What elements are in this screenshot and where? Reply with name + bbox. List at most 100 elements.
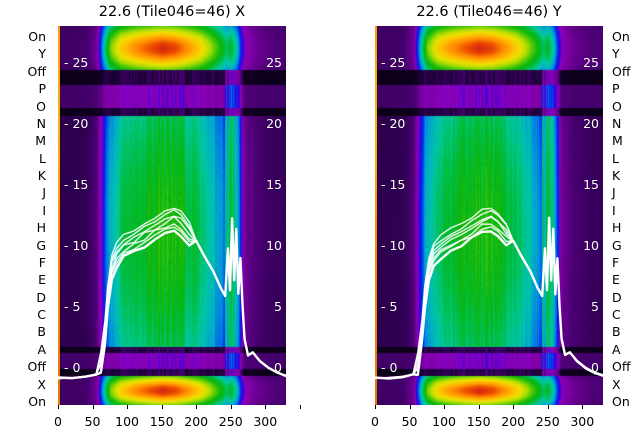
y-category-label: L bbox=[612, 150, 619, 166]
y-category-label: F bbox=[612, 254, 620, 270]
plot-left-edge-stripe bbox=[375, 26, 377, 405]
y-category-label: J bbox=[612, 185, 616, 201]
y-category-label: D bbox=[612, 289, 622, 305]
y-tick-label-inner-right: 15 bbox=[583, 176, 599, 192]
heatmap-panel-y[interactable]: - 25 25 - 20 20 - 15 15 - 10 10 - 5 5 - 0 0 bbox=[375, 26, 603, 405]
y-category-label: N bbox=[36, 115, 46, 131]
x-tick-label: 0 bbox=[371, 414, 379, 429]
y-category-label: H bbox=[612, 220, 622, 236]
y-tick-label-inner-right: 0 bbox=[591, 360, 599, 376]
x-tick-label: 300 bbox=[253, 414, 278, 429]
y-axis-categories-right: On Y Off P O N M L K J I H G F E D C B A Off X On bbox=[606, 26, 640, 408]
y-tick-label-inner-left: - 25 bbox=[64, 54, 89, 70]
x-tick-label: 200 bbox=[501, 414, 526, 429]
y-category-label: J bbox=[42, 185, 46, 201]
y-category-label: M bbox=[612, 133, 623, 149]
y-category-label: F bbox=[38, 254, 46, 270]
y-tick-label-inner-left: - 0 bbox=[64, 360, 81, 376]
y-tick-label-inner-left: - 15 bbox=[64, 176, 89, 192]
heatmap-canvas bbox=[375, 26, 603, 405]
x-axis-right: 0 50 100 150 200 250 300 bbox=[371, 405, 603, 435]
y-category-label: Off bbox=[612, 359, 631, 375]
y-category-label: X bbox=[37, 376, 46, 392]
y-category-label: A bbox=[37, 341, 46, 357]
y-category-label: Y bbox=[38, 46, 46, 62]
y-tick-label-inner-left: - 5 bbox=[381, 299, 398, 315]
y-tick-label-inner-right: 20 bbox=[583, 115, 599, 131]
y-category-label: Off bbox=[27, 63, 46, 79]
y-tick-label-inner-left: - 10 bbox=[381, 238, 406, 254]
y-axis-categories-left: On Y Off P O N M L K J I H G F E D C B A Off X On bbox=[0, 26, 52, 409]
y-category-label: I bbox=[612, 202, 616, 218]
y-tick-label-inner-left: - 5 bbox=[64, 299, 81, 315]
x-tick-mark bbox=[127, 405, 129, 409]
heatmap-panel-x[interactable]: - 25 25 - 20 20 - 15 15 - 10 10 - 5 5 - 0 0 bbox=[58, 26, 286, 405]
y-category-label: On bbox=[612, 29, 630, 44]
x-tick-label: 150 bbox=[149, 414, 174, 429]
heatmap-plot-area-x: - 25 25 - 20 20 - 15 15 - 10 10 - 5 5 - 0 0 bbox=[58, 26, 286, 405]
x-tick-label: 150 bbox=[466, 414, 491, 429]
y-category-label: B bbox=[37, 324, 46, 340]
y-category-label: H bbox=[36, 220, 46, 236]
x-tick-mark bbox=[478, 405, 480, 409]
y-tick-label-inner-left: - 0 bbox=[381, 360, 398, 376]
x-axis-left: 0 50 100 150 200 250 300 bbox=[54, 405, 301, 435]
panel-title-y: 22.6 (Tile046=46) Y bbox=[416, 4, 562, 20]
y-tick-label-inner-left: - 25 bbox=[381, 54, 406, 70]
y-category-label: K bbox=[37, 168, 46, 184]
y-tick-label-inner-right: 5 bbox=[591, 299, 599, 315]
y-category-label: M bbox=[35, 133, 46, 149]
y-tick-label-inner-left: - 15 bbox=[381, 176, 406, 192]
x-tick-label: 200 bbox=[184, 414, 209, 429]
y-category-label: A bbox=[612, 341, 621, 357]
y-category-label: On bbox=[28, 29, 46, 44]
y-category-label: C bbox=[612, 307, 621, 323]
x-tick-mark bbox=[444, 405, 446, 409]
y-tick-label-inner-right: 10 bbox=[583, 238, 599, 254]
y-category-label: Y bbox=[612, 46, 620, 62]
y-tick-label-inner-right: 0 bbox=[274, 360, 282, 376]
y-category-label: B bbox=[612, 324, 621, 340]
x-tick-label: 100 bbox=[432, 414, 457, 429]
y-category-label: X bbox=[612, 376, 621, 392]
y-tick-label-inner-right: 20 bbox=[266, 115, 282, 131]
y-tick-label-inner-left: - 20 bbox=[64, 115, 89, 131]
x-tick-mark bbox=[582, 405, 584, 409]
y-category-label: O bbox=[36, 98, 46, 114]
y-category-label: P bbox=[612, 81, 620, 97]
x-tick-label: 100 bbox=[115, 414, 140, 429]
y-tick-label-inner-right: 10 bbox=[266, 238, 282, 254]
y-category-label: On bbox=[28, 394, 46, 409]
x-tick-mark bbox=[92, 405, 94, 409]
x-tick-mark bbox=[161, 405, 163, 409]
heatmap-canvas bbox=[58, 26, 286, 405]
y-category-label: G bbox=[612, 237, 622, 253]
y-category-label: Off bbox=[612, 63, 631, 79]
y-category-label: E bbox=[612, 272, 620, 288]
heatmap-plot-area-y: - 25 25 - 20 20 - 15 15 - 10 10 - 5 5 - 0 0 bbox=[375, 26, 603, 405]
y-tick-label-inner-right: 15 bbox=[266, 176, 282, 192]
y-category-label: C bbox=[37, 307, 46, 323]
y-tick-label-inner-left: - 20 bbox=[381, 115, 406, 131]
x-tick-mark bbox=[58, 405, 59, 409]
panel-title-x: 22.6 (Tile046=46) X bbox=[98, 4, 246, 20]
x-tick-mark bbox=[375, 405, 376, 409]
x-tick-mark bbox=[230, 405, 232, 409]
y-tick-label-inner-left: - 10 bbox=[64, 238, 89, 254]
x-tick-label: 300 bbox=[570, 414, 595, 429]
x-tick-mark bbox=[299, 405, 301, 409]
y-category-label: K bbox=[612, 168, 621, 184]
y-category-label: N bbox=[612, 115, 622, 131]
x-tick-mark bbox=[513, 405, 515, 409]
plot-left-edge-stripe bbox=[58, 26, 60, 405]
y-category-label: P bbox=[38, 81, 46, 97]
y-category-label: E bbox=[38, 272, 46, 288]
y-tick-label-inner-right: 25 bbox=[583, 54, 599, 70]
x-tick-mark bbox=[409, 405, 411, 409]
y-category-label: Off bbox=[27, 359, 46, 375]
x-tick-mark bbox=[265, 405, 267, 409]
x-tick-label: 50 bbox=[84, 414, 101, 429]
x-tick-mark bbox=[196, 405, 198, 409]
x-tick-label: 0 bbox=[54, 414, 62, 429]
